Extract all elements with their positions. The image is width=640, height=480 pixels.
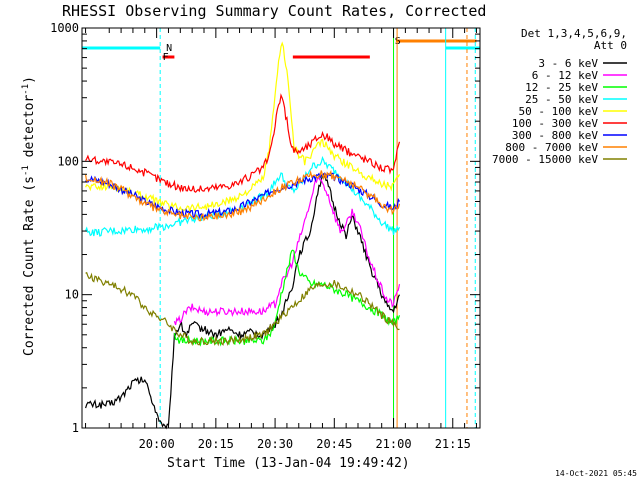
y-axis-label-exp-1: -1 — [21, 165, 31, 176]
flag-label-f: F — [163, 52, 169, 63]
y-tick-label-1000: 1000 — [50, 21, 79, 35]
observing-flags: NF S — [82, 36, 480, 63]
plot-frame — [81, 27, 481, 429]
x-tick-label-20-45: 20:45 — [316, 437, 352, 451]
x-tick-label-20-30: 20:30 — [257, 437, 293, 451]
series-line-100-300-kev — [85, 93, 401, 193]
legend-label-7000-15000-kev: 7000 - 15000 keV — [492, 153, 598, 166]
legend-header-line-2: Att 0 — [594, 39, 627, 52]
y-tick-label-10: 10 — [65, 288, 79, 302]
y-axis-label-end: ) — [22, 76, 37, 84]
y-axis-label-exp-2: -1 — [21, 84, 31, 95]
y-axis-label: Corrected Count Rate (s-1 detector-1) — [21, 76, 37, 356]
chart-title: RHESSI Observing Summary Count Rates, Co… — [62, 2, 486, 20]
series-line-7000-15000-kev — [85, 271, 400, 347]
x-axis: 20:00 20:15 20:30 20:45 21:00 21:15 — [85, 28, 477, 451]
legend-label-12-25-kev: 12 - 25 keV — [525, 81, 598, 94]
series-line-6-12-kev — [173, 176, 401, 326]
y-tick-label-100: 100 — [57, 154, 79, 168]
y-axis-label-mid: detector — [22, 95, 37, 166]
legend-label-3-6-kev: 3 - 6 keV — [538, 57, 598, 70]
legend-label-25-50-kev: 25 - 50 keV — [525, 93, 598, 106]
x-tick-label-21-15: 21:15 — [435, 437, 471, 451]
legend-label-800-7000-kev: 800 - 7000 keV — [505, 141, 598, 154]
series-line-3-6-kev — [85, 173, 401, 430]
footer-timestamp: 14-Oct-2021 05:45 — [555, 469, 637, 478]
x-tick-label-20-15: 20:15 — [198, 437, 234, 451]
y-axis-label-main: Corrected Count Rate (s — [22, 176, 37, 356]
legend-label-100-300-kev: 100 - 300 keV — [512, 117, 598, 130]
legend-label-50-100-kev: 50 - 100 keV — [519, 105, 599, 118]
series-lines — [85, 41, 401, 430]
flag-label-n: N — [166, 43, 172, 54]
x-tick-label-21-00: 21:00 — [375, 437, 411, 451]
series-line-50-100-kev — [85, 41, 401, 214]
y-tick-label-1: 1 — [72, 421, 79, 435]
legend-label-6-12-kev: 6 - 12 keV — [532, 69, 599, 82]
x-axis-label: Start Time (13-Jan-04 19:49:42) — [167, 456, 410, 471]
x-tick-label-20-00: 20:00 — [139, 437, 175, 451]
y-axis: 1 10 100 1000 — [50, 21, 480, 435]
flag-label-s: S — [395, 36, 401, 47]
legend-label-300-800-kev: 300 - 800 keV — [512, 129, 598, 142]
legend-header-line-1: Det 1,3,4,5,6,9, — [521, 27, 627, 40]
series-line-800-7000-kev — [85, 169, 401, 222]
